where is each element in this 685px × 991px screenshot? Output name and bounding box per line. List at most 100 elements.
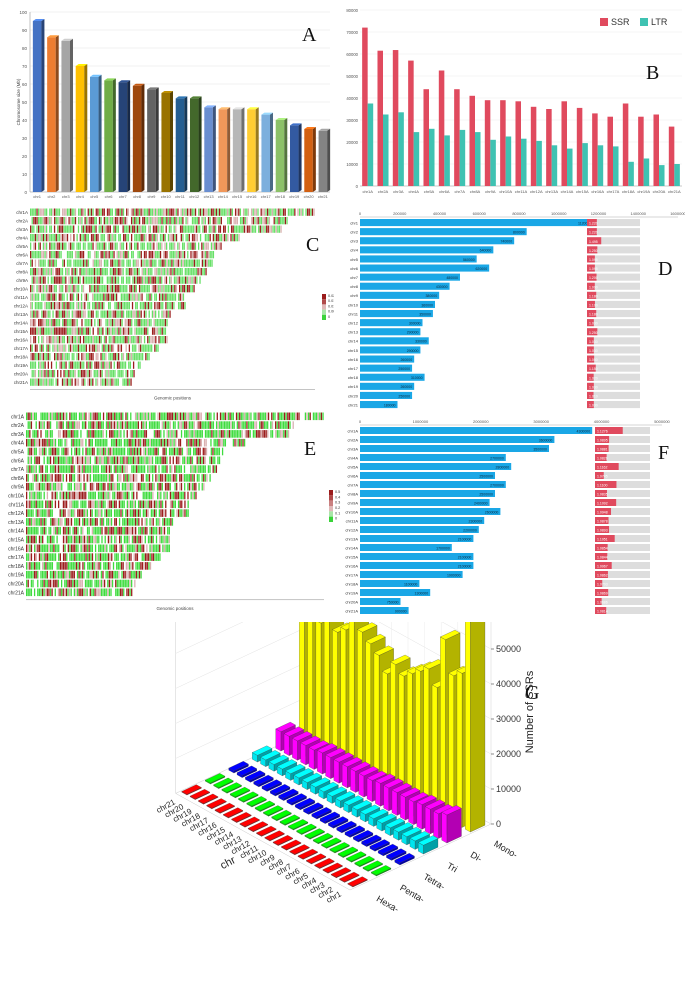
heat-cell: [148, 501, 149, 509]
heat-cell: [51, 217, 52, 224]
heat-cell: [151, 553, 152, 561]
heat-cell: [111, 465, 112, 473]
heat-cell: [107, 589, 108, 597]
heat-cell: [151, 268, 152, 275]
heat-cell: [145, 217, 146, 224]
heat-cell: [210, 430, 211, 438]
heat-cell: [189, 457, 190, 465]
heat-cell: [157, 251, 158, 258]
heat-cell: [130, 439, 131, 447]
heat-cell: [31, 465, 32, 473]
heat-cell: [89, 268, 90, 275]
heat-cell: [163, 234, 164, 241]
heat-cell: [103, 562, 104, 570]
heat-cell: [78, 328, 79, 335]
heat-cell: [192, 234, 193, 241]
heat-cell: [155, 260, 156, 267]
heat-cell: [251, 217, 252, 224]
heat-cell: [150, 217, 151, 224]
heat-cell: [174, 260, 175, 267]
heat-cell: [175, 413, 176, 421]
heat-cell: [223, 226, 224, 233]
heat-cell: [186, 430, 187, 438]
heat-cell: [60, 277, 61, 284]
heat-cell: [150, 226, 151, 233]
heat-cell: [133, 474, 134, 482]
heat-cell: [35, 345, 36, 352]
heat-cell: [158, 421, 159, 429]
heat-cell: [101, 580, 102, 588]
ratio-label: 1.030: [589, 385, 598, 389]
heat-cell: [56, 457, 57, 465]
heat-cell: [156, 536, 157, 544]
heat-cell: [40, 545, 41, 553]
heat-cell: [28, 562, 29, 570]
heat-cell: [86, 319, 87, 326]
heat-cell: [157, 439, 158, 447]
heat-cell: [133, 439, 134, 447]
heat-cell: [97, 439, 98, 447]
heat-cell: [50, 413, 51, 421]
heat-cell: [170, 421, 171, 429]
heat-cell: [144, 421, 145, 429]
heat-cell: [60, 370, 61, 377]
heat-cell: [143, 553, 144, 561]
heat-cell: [122, 545, 123, 553]
heat-cell: [92, 413, 93, 421]
heat-cell: [152, 336, 153, 343]
heat-cell: [47, 430, 48, 438]
heat-cell: [162, 465, 163, 473]
heat-cell: [142, 268, 143, 275]
heat-cell: [40, 501, 41, 509]
heat-cell: [140, 448, 141, 456]
heat-cell: [122, 492, 123, 500]
heat-cell: [117, 421, 118, 429]
heat-cell: [72, 285, 73, 292]
heat-cell: [36, 483, 37, 491]
heat-cell: [162, 483, 163, 491]
heat-cell: [55, 439, 56, 447]
heat-cell: [251, 421, 252, 429]
heat-cell: [110, 457, 111, 465]
heat-cell: [56, 311, 57, 318]
heat-cell: [202, 260, 203, 267]
heat-cell: [93, 501, 94, 509]
heat-cell: [109, 527, 110, 535]
ratio-label: 1.220: [589, 231, 598, 235]
heat-cell: [100, 379, 101, 386]
heat-cell: [110, 370, 111, 377]
data-label: 560000: [463, 258, 475, 262]
bar: [324, 622, 329, 754]
heat-cell: [228, 226, 229, 233]
heat-cell: [96, 311, 97, 318]
ratio-label: 1.090: [589, 285, 598, 289]
heat-cell: [74, 536, 75, 544]
heat-cell: [201, 413, 202, 421]
heat-cell: [48, 501, 49, 509]
heat-cell: [28, 580, 29, 588]
heat-cell: [87, 465, 88, 473]
heat-cell: [36, 345, 37, 352]
heat-cell: [235, 430, 236, 438]
heat-cell: [140, 545, 141, 553]
heat-cell: [159, 492, 160, 500]
heat-cell: [130, 448, 131, 456]
x-tick-label: chr11A: [515, 189, 528, 194]
heat-cell: [166, 217, 167, 224]
heat-cell: [66, 474, 67, 482]
heat-cell: [149, 439, 150, 447]
heat-cell: [91, 336, 92, 343]
heat-cell: [83, 251, 84, 258]
heat-cell: [132, 226, 133, 233]
heat-cell: [67, 302, 68, 309]
heat-cell: [49, 319, 50, 326]
heat-cell: [165, 294, 166, 301]
heat-cell: [65, 353, 66, 360]
heat-cell: [274, 413, 275, 421]
y-tick-label: chr21A: [345, 608, 358, 613]
x-tick-label: chr14: [218, 194, 229, 199]
bar-side: [213, 105, 216, 192]
heat-cell: [127, 501, 128, 509]
heat-cell: [78, 379, 79, 386]
heat-cell: [68, 243, 69, 250]
